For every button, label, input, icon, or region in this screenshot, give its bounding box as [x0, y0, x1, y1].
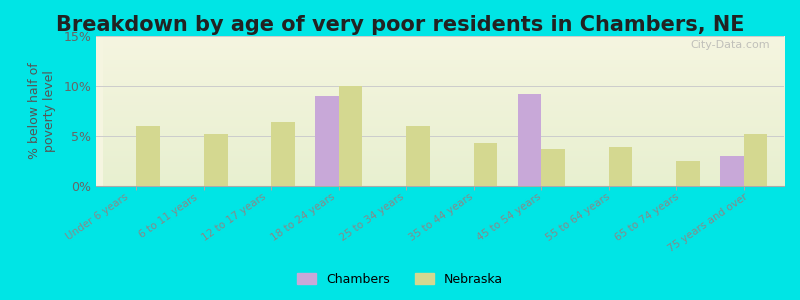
Bar — [406, 126, 430, 186]
Text: 75 years and over: 75 years and over — [666, 192, 750, 254]
Bar — [541, 149, 565, 186]
Bar — [204, 134, 227, 186]
Text: Breakdown by age of very poor residents in Chambers, NE: Breakdown by age of very poor residents … — [56, 15, 744, 35]
Bar — [720, 156, 743, 186]
Text: 55 to 64 years: 55 to 64 years — [545, 192, 612, 244]
Bar — [339, 86, 362, 186]
Bar — [271, 122, 295, 186]
Bar — [518, 94, 541, 186]
Bar — [137, 126, 160, 186]
Text: 18 to 24 years: 18 to 24 years — [270, 192, 337, 244]
Text: City-Data.com: City-Data.com — [690, 40, 770, 50]
Bar — [315, 96, 339, 186]
Bar — [474, 143, 498, 186]
Bar — [676, 161, 700, 186]
Text: 12 to 17 years: 12 to 17 years — [201, 192, 268, 244]
Y-axis label: % below half of
poverty level: % below half of poverty level — [28, 63, 56, 159]
Text: 65 to 74 years: 65 to 74 years — [614, 192, 681, 244]
Text: 35 to 44 years: 35 to 44 years — [407, 192, 474, 244]
Legend: Chambers, Nebraska: Chambers, Nebraska — [292, 268, 508, 291]
Text: 6 to 11 years: 6 to 11 years — [137, 192, 199, 240]
Text: Under 6 years: Under 6 years — [65, 192, 130, 242]
Text: 45 to 54 years: 45 to 54 years — [476, 192, 543, 244]
Bar — [609, 147, 632, 186]
Text: 25 to 34 years: 25 to 34 years — [338, 192, 406, 244]
Bar — [743, 134, 767, 186]
